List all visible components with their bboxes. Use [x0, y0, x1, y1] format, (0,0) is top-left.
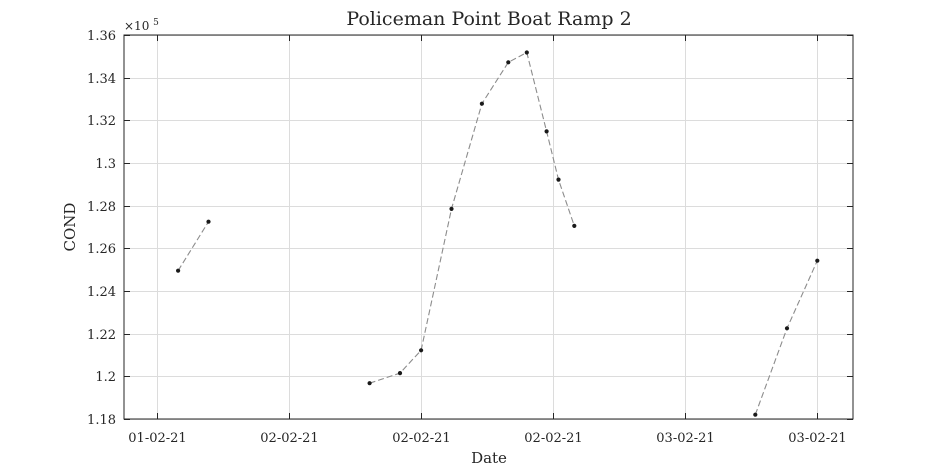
data-point	[506, 60, 511, 65]
y-tick-label: 1.36	[87, 29, 116, 44]
data-point	[397, 371, 403, 376]
axes	[123, 34, 854, 420]
data-point	[572, 223, 577, 228]
x-axis-label: Date	[471, 449, 507, 467]
y-tick-label: 1.2	[95, 370, 116, 385]
data-point	[544, 129, 549, 134]
data-point	[367, 381, 372, 386]
y-tick-label: 1.34	[87, 72, 116, 87]
data-point	[784, 326, 790, 331]
data-point	[206, 219, 211, 224]
chart-title: Policeman Point Boat Ramp 2	[346, 8, 631, 30]
series-line-segment	[369, 51, 575, 384]
x-tick-label: 01-02-21	[128, 431, 186, 446]
data-point	[449, 206, 454, 211]
x-tick-label: 02-02-21	[392, 431, 450, 446]
y-tick-label: 1.26	[87, 242, 116, 257]
x-tick-label: 02-02-21	[260, 431, 318, 446]
y-axis-exponent-power: 5	[153, 18, 159, 28]
text-layer: Policeman Point Boat Ramp 2 Date COND ×1…	[61, 8, 847, 467]
series-line-segment	[177, 221, 209, 271]
y-tick-label: 1.3	[95, 157, 116, 172]
x-tick-label: 02-02-21	[524, 431, 582, 446]
y-tick-label: 1.24	[87, 285, 116, 300]
data-point	[479, 101, 484, 106]
y-tick-label: 1.32	[87, 114, 116, 129]
data-point	[524, 50, 529, 55]
x-tick-label: 03-02-21	[788, 431, 846, 446]
data-point	[815, 258, 820, 263]
plot-area-frame	[123, 34, 854, 420]
y-tick-label: 1.18	[87, 413, 116, 428]
x-tick-label: 03-02-21	[656, 431, 714, 446]
y-axis-label: COND	[61, 203, 79, 252]
series-layer	[177, 51, 818, 415]
y-axis-exponent-base: ×10	[124, 19, 149, 33]
grid	[124, 35, 853, 420]
y-tick-label: 1.22	[87, 328, 116, 343]
data-point	[556, 177, 561, 182]
data-point	[753, 412, 758, 417]
data-point	[176, 268, 181, 273]
marker-layer	[176, 50, 820, 417]
series-line-segment	[754, 260, 818, 415]
data-point	[419, 348, 424, 353]
y-axis-exponent: ×10 5	[124, 18, 159, 33]
y-tick-label: 1.28	[87, 200, 116, 215]
